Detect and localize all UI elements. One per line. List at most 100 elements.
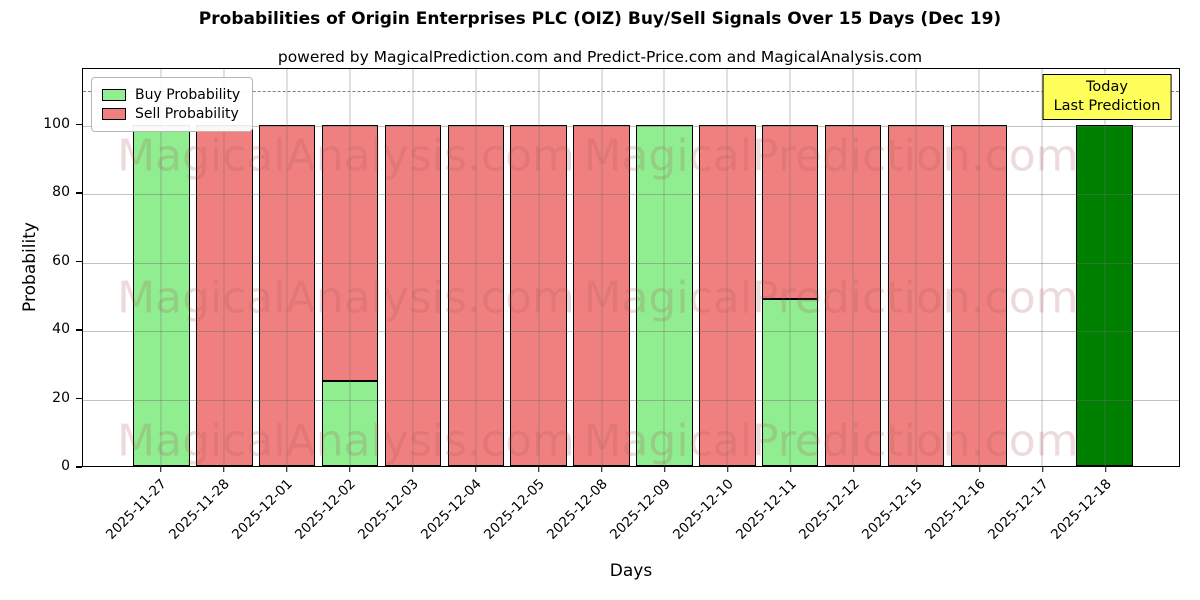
x-tick-label: 2025-12-11 (733, 476, 800, 543)
today-annotation-line2: Last Prediction (1053, 98, 1161, 115)
x-tick-mark (1104, 467, 1107, 472)
legend-swatch-icon (102, 108, 126, 120)
x-tick-mark (663, 467, 666, 472)
bar-sell-segment (887, 125, 945, 466)
gridline-vertical (1104, 69, 1106, 466)
x-tick-label: 2025-12-08 (544, 476, 611, 543)
x-tick-label: 2025-12-05 (481, 476, 548, 543)
bar-today-segment (1076, 125, 1133, 466)
x-tick-mark (789, 467, 792, 472)
plot-area: Buy Probability Sell Probability Today La… (82, 68, 1180, 467)
legend-swatch-icon (102, 89, 126, 101)
x-tick-mark (411, 467, 414, 472)
gridline-vertical (223, 69, 225, 466)
x-tick-mark (1041, 467, 1044, 472)
x-tick-mark (852, 467, 855, 472)
dashed-threshold-line (83, 91, 1179, 93)
legend-item: Sell Probability (102, 106, 240, 122)
legend-item: Buy Probability (102, 87, 240, 103)
x-tick-label: 2025-12-02 (292, 476, 359, 543)
legend-label: Buy Probability (135, 87, 241, 103)
today-annotation-line1: Today (1086, 79, 1128, 95)
x-tick-mark (600, 467, 603, 472)
gridline-vertical (349, 69, 351, 466)
bar-sell-segment (824, 125, 882, 466)
x-tick-label: 2025-12-03 (355, 476, 422, 543)
x-tick-label: 2025-12-10 (670, 476, 737, 543)
gridline-horizontal (83, 399, 1179, 401)
y-axis: 0 20 40 60 80 100 (0, 68, 82, 474)
bar-sell-segment (510, 125, 567, 466)
gridline-vertical (663, 69, 665, 466)
bar-slot (1073, 69, 1136, 466)
bar-slot (947, 69, 1010, 466)
x-axis-title: Days (609, 561, 653, 581)
bar-slot (696, 69, 759, 466)
y-tick-label: 60 (52, 252, 70, 269)
bar-sell-segment (447, 125, 505, 466)
bar-slot (885, 69, 948, 466)
bar-slot (130, 69, 193, 466)
x-tick-label: 2025-12-12 (796, 476, 863, 543)
gridline-vertical (852, 69, 854, 466)
x-tick-mark (222, 467, 225, 472)
x-tick-label: 2025-12-01 (229, 476, 296, 543)
y-tick-mark (76, 123, 82, 126)
gridline-vertical (726, 69, 728, 466)
x-tick-mark (285, 467, 288, 472)
bar-slot (507, 69, 570, 466)
bar-sell-segment (321, 125, 379, 381)
x-tick-mark (726, 467, 729, 472)
gridline-horizontal (83, 262, 1179, 264)
gridline-horizontal (83, 125, 1179, 127)
bar-buy-segment (133, 125, 190, 466)
today-annotation: Today Last Prediction (1042, 74, 1172, 121)
x-tick-mark (348, 467, 351, 472)
x-tick-mark (159, 467, 162, 472)
gridline-vertical (1041, 69, 1043, 466)
bar-slot (256, 69, 319, 466)
y-tick-mark (76, 397, 82, 400)
bar-slot (319, 69, 382, 466)
bar-slot (382, 69, 445, 466)
x-tick-label: 2025-12-15 (859, 476, 926, 543)
x-tick-label: 2025-12-16 (922, 476, 989, 543)
bar-slot (633, 69, 696, 466)
y-tick-mark (76, 466, 82, 468)
y-tick-mark (76, 329, 82, 331)
legend-label: Sell Probability (135, 106, 239, 122)
bar-sell-segment (950, 125, 1008, 466)
y-tick-label: 80 (52, 184, 70, 200)
bar-slot (570, 69, 633, 466)
bar-sell-segment (699, 125, 756, 466)
x-tick-label: 2025-12-18 (1048, 476, 1115, 543)
bar-slot (822, 69, 885, 466)
bar-slot (193, 69, 256, 466)
bar-buy-segment (321, 380, 379, 466)
bar-sell-segment (573, 125, 630, 466)
bar-buy-segment (761, 299, 819, 466)
y-tick-label: 100 (43, 115, 70, 132)
gridline-vertical (286, 69, 288, 466)
gridline-vertical (915, 69, 917, 466)
x-tick-label: 2025-11-27 (103, 476, 170, 543)
x-tick-mark (537, 467, 540, 472)
y-tick-label: 20 (52, 389, 70, 406)
bars-container (130, 69, 1136, 466)
x-tick-label: 2025-11-28 (166, 476, 233, 543)
y-tick-mark (76, 260, 82, 263)
gridline-vertical (978, 69, 980, 466)
x-tick-label: 2025-12-04 (418, 476, 485, 543)
gridline-horizontal (83, 194, 1179, 195)
x-tick-mark (978, 467, 981, 472)
gridline-vertical (475, 69, 477, 466)
gridline-vertical (601, 69, 603, 466)
x-tick-mark (915, 467, 918, 472)
y-tick-label: 40 (52, 321, 70, 337)
x-tick-mark (474, 467, 477, 472)
x-axis: 2025-11-27 2025-11-28 2025-12-01 2025-12-02… (82, 467, 1180, 562)
bar-slot (444, 69, 507, 466)
chart-subtitle: powered by MagicalPrediction.com and Pre… (277, 48, 923, 66)
x-tick-label: 2025-12-17 (985, 476, 1052, 543)
